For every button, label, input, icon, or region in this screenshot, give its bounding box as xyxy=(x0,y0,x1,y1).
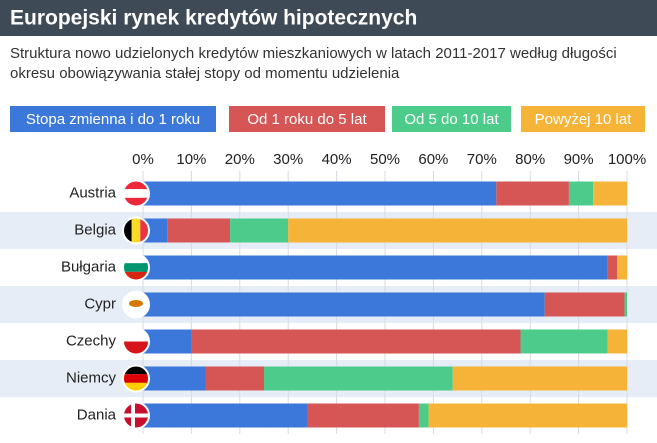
bar-segment xyxy=(143,403,308,428)
x-tick-label: 0% xyxy=(132,151,154,168)
y-tick-label: Niemcy xyxy=(66,369,117,386)
y-tick-label: Austria xyxy=(69,184,116,201)
flag-stripe xyxy=(123,254,149,264)
flag xyxy=(123,365,149,392)
flag-ring xyxy=(122,179,150,208)
y-tick-label: Czechy xyxy=(66,332,117,349)
bar-segment xyxy=(230,218,289,243)
bar-segment xyxy=(624,292,627,317)
x-tick-label: 80% xyxy=(515,151,545,168)
flag-stripe xyxy=(131,217,141,244)
flag xyxy=(123,180,149,207)
x-tick-label: 90% xyxy=(564,151,594,168)
x-tick-label: 40% xyxy=(322,151,352,168)
flag-cross xyxy=(123,413,149,418)
flag xyxy=(123,328,149,355)
flag-ring xyxy=(122,253,150,282)
legend-swatch xyxy=(521,106,645,132)
flag-stripe xyxy=(123,217,132,244)
subtitle-box: Struktura nowo udzielonych kredytów mies… xyxy=(10,45,617,82)
x-tick-label: 60% xyxy=(418,151,448,168)
flag-stripe xyxy=(123,328,149,342)
bar-segment xyxy=(520,329,608,354)
y-tick-label: Dania xyxy=(77,406,117,423)
flag xyxy=(123,217,149,244)
bar-segment xyxy=(143,292,545,317)
bar-segment xyxy=(607,255,618,280)
y-tick-label: Belgia xyxy=(74,221,116,238)
flag xyxy=(123,254,149,281)
x-tick-label: 50% xyxy=(370,151,400,168)
flag-stripe xyxy=(123,263,149,272)
flag-stripe xyxy=(123,382,149,392)
flag-ring xyxy=(122,290,150,319)
y-tick-label: Cypr xyxy=(84,295,116,312)
flag-stripe xyxy=(140,217,149,244)
flag-stripe xyxy=(123,189,149,198)
legend-label: Od 1 roku do 5 lat xyxy=(247,111,367,128)
bar-segment xyxy=(307,403,419,428)
y-tick-label: Bułgaria xyxy=(61,258,117,275)
bar-segment xyxy=(264,366,453,391)
legend-swatch xyxy=(392,106,511,132)
bar-segment xyxy=(496,181,569,206)
x-tick-label: 100% xyxy=(608,151,646,168)
bar-segment xyxy=(143,181,497,206)
legend-swatch xyxy=(229,106,385,132)
legend-swatch xyxy=(10,106,216,132)
flag-ring xyxy=(122,401,150,430)
bar-segment xyxy=(167,218,231,243)
bar-segment xyxy=(544,292,625,317)
chart-title: Europejski rynek kredytów hipotecznych xyxy=(10,7,417,30)
flag-ring xyxy=(122,216,150,245)
flag-ring xyxy=(122,364,150,393)
bar-segment xyxy=(428,403,627,428)
legend-label: Powyżej 10 lat xyxy=(535,111,633,128)
bar-segment xyxy=(607,329,627,354)
x-tick-label: 20% xyxy=(225,151,255,168)
x-tick-label: 70% xyxy=(467,151,497,168)
flag-stripe xyxy=(123,374,149,383)
flag-stripe xyxy=(123,365,149,375)
flag-stripe xyxy=(123,197,149,207)
x-tick-label: 10% xyxy=(176,151,206,168)
flag-stripe xyxy=(123,341,149,355)
bar-segment xyxy=(143,255,608,280)
flag-cross xyxy=(131,402,135,429)
flag-emblem xyxy=(129,300,143,307)
bar-segment xyxy=(143,366,206,391)
bar-segment xyxy=(593,181,627,206)
chart-subtitle: Struktura nowo udzielonych kredytów mies… xyxy=(10,45,617,82)
bar-segment xyxy=(617,255,627,280)
legend-label: Od 5 do 10 lat xyxy=(404,111,499,128)
flag-stripe xyxy=(123,271,149,281)
bar-segment xyxy=(418,403,429,428)
bar-segment xyxy=(288,218,627,243)
bar-segment xyxy=(568,181,594,206)
bar-segment xyxy=(452,366,627,391)
x-tick-label: 30% xyxy=(273,151,303,168)
bar-segment xyxy=(191,329,521,354)
flag-stripe xyxy=(123,180,149,190)
bar-segment xyxy=(205,366,264,391)
flag-ring xyxy=(122,327,150,356)
bar-segment xyxy=(143,329,192,354)
legend-label: Stopa zmienna i do 1 roku xyxy=(26,111,200,128)
title-bar xyxy=(0,0,657,36)
